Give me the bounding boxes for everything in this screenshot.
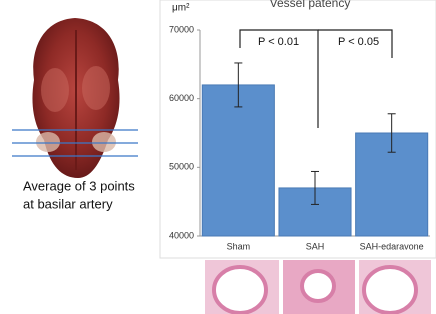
histology: [205, 260, 431, 314]
y-tick-label: 60000: [169, 93, 194, 103]
page: Average of 3 points at basilar artery Ve…: [0, 0, 436, 314]
y-tick-label: 50000: [169, 162, 194, 172]
y-unit: μm²: [172, 3, 190, 14]
brain-photo: [12, 18, 138, 178]
x-tick-label: SAH-edaravone: [360, 241, 424, 251]
significance-label: P < 0.05: [338, 36, 379, 48]
x-tick-label: Sham: [227, 241, 251, 251]
chart-title: Vessel patency: [270, 0, 351, 10]
figure: Average of 3 points at basilar artery Ve…: [0, 0, 436, 314]
y-tick-label: 40000: [169, 230, 194, 240]
annotation: Average of 3 points: [23, 178, 135, 193]
significance-label: P < 0.01: [258, 36, 299, 48]
annotation: at basilar artery: [23, 196, 113, 211]
bar: [202, 85, 274, 236]
x-tick-label: SAH: [306, 241, 325, 251]
y-tick-label: 70000: [169, 24, 194, 34]
